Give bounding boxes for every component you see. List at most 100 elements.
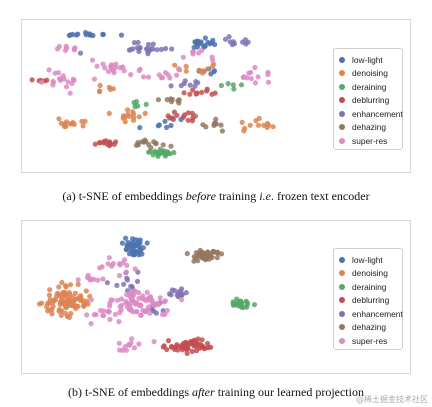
point-super-res (100, 276, 106, 282)
point-super-res (175, 66, 182, 72)
caption-before-mid: training (215, 189, 260, 203)
point-super-res (162, 311, 168, 317)
point-enhancement (181, 80, 187, 87)
legend-item-deraining: deraining (339, 280, 402, 294)
point-super-res (105, 261, 111, 267)
point-denoising (130, 111, 137, 117)
point-deraining (238, 82, 245, 88)
point-denoising (266, 122, 272, 128)
point-low-light (129, 239, 135, 245)
point-super-res (102, 65, 108, 71)
point-enhancement (178, 292, 185, 299)
point-dehazing (210, 248, 216, 254)
point-denoising (76, 295, 83, 301)
point-enhancement (121, 281, 127, 287)
point-super-res (123, 347, 130, 353)
point-super-res (128, 307, 134, 313)
point-dehazing (168, 99, 175, 105)
point-super-res (159, 75, 165, 81)
point-super-res (121, 68, 127, 74)
point-low-light (198, 39, 204, 45)
point-denoising (47, 287, 53, 293)
legend-after: low-light denoising deraining deblurring enh… (333, 248, 403, 350)
point-deblurring (187, 91, 193, 97)
point-super-res (145, 304, 152, 310)
point-deblurring (171, 109, 177, 115)
point-deblurring (182, 341, 188, 348)
point-denoising (56, 308, 62, 314)
point-super-res (116, 340, 122, 346)
legend-marker (339, 124, 345, 131)
point-enhancement (150, 41, 156, 47)
point-deblurring (180, 114, 186, 120)
point-super-res (116, 319, 122, 325)
point-denoising (205, 66, 211, 72)
point-super-res (117, 262, 123, 268)
point-deblurring (168, 344, 175, 350)
point-super-res (94, 63, 100, 69)
legend-label: denoising (352, 68, 388, 79)
legend-item-dehazing: dehazing (339, 121, 402, 135)
point-super-res (89, 57, 96, 63)
point-super-res (67, 90, 73, 96)
point-super-res (99, 264, 105, 270)
legend-marker (339, 283, 345, 290)
legend-label: dehazing (352, 122, 386, 133)
legend-item-low-light: low-light (339, 253, 402, 267)
point-low-light (83, 32, 89, 38)
point-enhancement (77, 50, 84, 56)
point-low-light (123, 235, 129, 241)
point-enhancement (230, 39, 236, 45)
point-super-res (164, 307, 170, 314)
point-super-res (123, 269, 129, 275)
point-deblurring (199, 89, 205, 95)
point-deblurring (44, 77, 50, 83)
point-denoising (39, 300, 45, 306)
point-deblurring (161, 343, 167, 349)
point-enhancement (168, 83, 174, 89)
point-deraining (251, 302, 258, 308)
point-enhancement (242, 37, 248, 43)
point-denoising (256, 115, 262, 121)
point-super-res (146, 74, 152, 80)
point-denoising (71, 297, 77, 303)
point-low-light (144, 240, 150, 246)
point-low-light (162, 118, 168, 124)
point-denoising (106, 110, 112, 116)
point-enhancement (145, 48, 151, 54)
point-denoising (261, 122, 267, 128)
legend-item-denoising: denoising (339, 67, 402, 81)
point-super-res (63, 84, 70, 90)
point-super-res (141, 74, 147, 80)
point-super-res (147, 295, 153, 302)
point-denoising (51, 297, 57, 303)
caption-after-emphasis: after (192, 385, 215, 399)
point-deblurring (185, 110, 191, 116)
legend-marker (339, 70, 345, 77)
point-deraining (225, 81, 231, 87)
point-super-res (136, 68, 142, 74)
point-super-res (64, 45, 70, 51)
caption-before-prefix: (a) t-SNE of embeddings (62, 189, 186, 203)
point-low-light (90, 32, 96, 39)
point-super-res (105, 309, 112, 315)
point-dehazing (155, 97, 161, 103)
point-super-res (151, 339, 157, 345)
point-deblurring (97, 139, 103, 146)
point-enhancement (243, 41, 249, 47)
point-dehazing (219, 128, 225, 134)
point-enhancement (135, 39, 141, 46)
point-denoising (72, 290, 78, 296)
point-super-res (210, 57, 216, 63)
point-super-res (107, 303, 113, 309)
point-super-res (100, 312, 106, 319)
point-dehazing (135, 142, 141, 148)
point-denoising (142, 110, 148, 116)
point-super-res (144, 289, 150, 295)
point-super-res (87, 277, 93, 283)
point-low-light (168, 122, 174, 129)
point-enhancement (126, 47, 132, 53)
point-low-light (74, 32, 80, 38)
point-denoising (82, 118, 88, 124)
point-deblurring (92, 141, 98, 147)
